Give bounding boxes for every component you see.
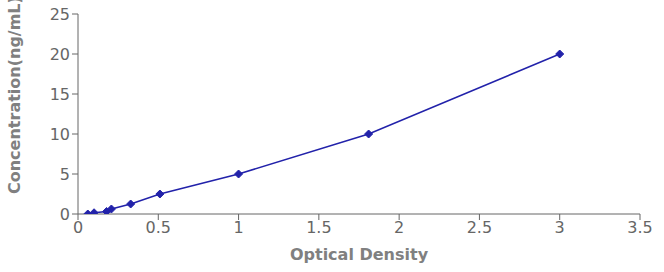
svg-text:2.5: 2.5 [467, 218, 492, 237]
svg-text:1.5: 1.5 [306, 218, 331, 237]
svg-text:3.5: 3.5 [627, 218, 652, 237]
svg-text:0: 0 [60, 205, 70, 224]
svg-text:1: 1 [233, 218, 243, 237]
svg-text:2: 2 [394, 218, 404, 237]
svg-text:0: 0 [73, 218, 83, 237]
svg-text:20: 20 [50, 45, 70, 64]
svg-text:10: 10 [50, 125, 70, 144]
svg-text:5: 5 [60, 165, 70, 184]
svg-text:15: 15 [50, 85, 70, 104]
svg-text:25: 25 [50, 5, 70, 24]
svg-text:3: 3 [555, 218, 565, 237]
svg-text:Concentration(ng/mL): Concentration(ng/mL) [8, 0, 24, 194]
svg-text:Optical Density: Optical Density [290, 245, 429, 264]
svg-text:0.5: 0.5 [146, 218, 171, 237]
